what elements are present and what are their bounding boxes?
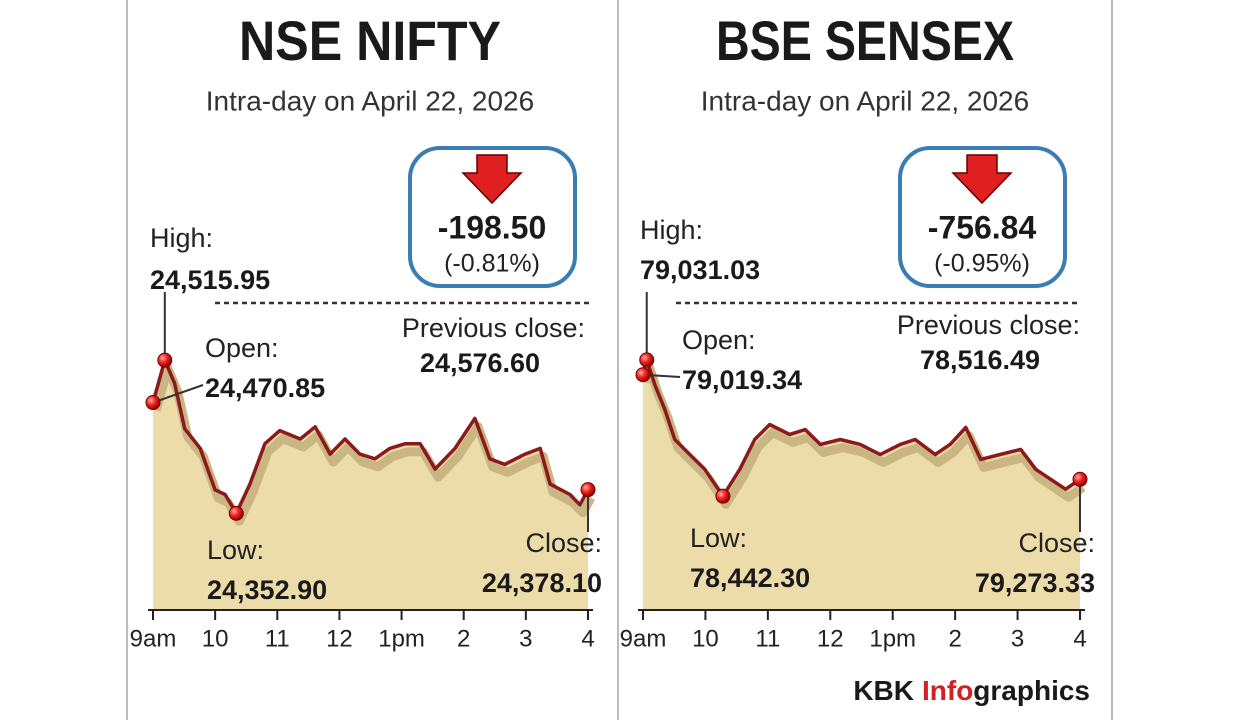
x-tick-label: 4 [581,625,594,652]
change-points: -756.84 [928,209,1037,245]
change-points: -198.50 [438,209,547,245]
point-marker [580,482,596,498]
area [153,360,588,610]
point-marker [157,352,173,368]
chart-title: BSE SENSEX [716,9,1014,72]
annotation-label: Close: [525,528,602,558]
leader-line [152,384,204,404]
point-marker [635,367,651,383]
credit: KBK Infographics [853,675,1090,706]
x-tick-label: 12 [817,625,844,652]
x-tick-label: 4 [1073,625,1086,652]
point-marker [639,352,655,368]
x-tick-label: 2 [948,625,961,652]
annotation-label: Previous close: [402,313,585,343]
annotation-label: Open: [205,333,279,363]
chart-subtitle: Intra-day on April 22, 2026 [206,85,534,116]
x-tick-label: 9am [620,625,667,652]
line-shadow [151,363,595,526]
annotation-label: Previous close: [897,310,1080,340]
line-shadow [641,363,1086,509]
annotation-label: High: [150,223,213,253]
point-marker [715,488,731,504]
annotation-value: 79,019.34 [682,365,802,395]
line [641,358,1081,498]
x-tick-label: 3 [519,625,532,652]
change-box [408,146,577,288]
line [151,358,590,516]
annotation-value: 24,515.95 [150,265,270,295]
annotation-label: Close: [1018,528,1095,558]
annotation-value: 24,576.60 [420,348,540,378]
annotation-value: 78,516.49 [920,345,1040,375]
area [643,359,1080,610]
point-marker [1072,471,1088,487]
x-tick-label: 11 [755,625,780,652]
annotation-value: 79,273.33 [975,568,1095,598]
annotation-value: 79,031.03 [640,255,760,285]
annotation-value: 24,470.85 [205,373,325,403]
annotation-value: 24,378.10 [482,568,602,598]
change-percent: (-0.81%) [444,250,540,278]
credit-rest: graphics [973,675,1090,706]
point-marker [145,395,161,411]
change-percent: (-0.95%) [934,250,1030,278]
x-tick-label: 1pm [869,625,916,652]
x-tick-label: 10 [692,625,719,652]
credit-highlight: Info [922,675,973,706]
x-tick-label: 10 [202,625,229,652]
annotation-label: High: [640,215,703,245]
annotation-value: 24,352.90 [207,575,327,605]
credit-brand: KBK [853,675,914,706]
annotation-label: Low: [690,523,747,553]
chart-subtitle: Intra-day on April 22, 2026 [701,85,1029,116]
x-tick-label: 1pm [378,625,425,652]
x-tick-label: 2 [457,625,470,652]
x-tick-label: 3 [1011,625,1024,652]
x-tick-label: 9am [130,625,177,652]
x-tick-label: 12 [326,625,353,652]
annotation-label: Open: [682,325,756,355]
x-tick-label: 11 [265,625,290,652]
annotation-value: 78,442.30 [690,563,810,593]
change-box [898,146,1067,288]
down-arrow [461,154,523,205]
annotation-label: Low: [207,535,264,565]
down-arrow [951,154,1013,205]
chart-title: NSE NIFTY [239,9,501,72]
point-marker [228,505,244,521]
